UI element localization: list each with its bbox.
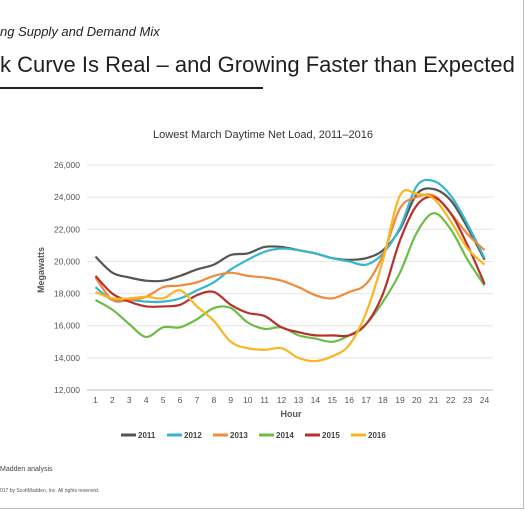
legend-label: 2014 [276,431,294,440]
source-note: Madden analysis [0,466,53,473]
x-tick-label: 9 [228,395,233,405]
series-line-2011 [94,187,486,283]
series-line-2016 [95,188,486,363]
x-tick-label: 6 [178,395,183,405]
x-tick-label: 21 [429,395,439,405]
x-tick-label: 24 [480,395,490,405]
x-tick-label: 7 [195,395,200,405]
y-tick-label: 24,000 [54,192,80,202]
x-tick-label: 8 [212,395,217,405]
y-axis-ticks: 12,000 14,000 16,000 18,000 20,000 22,000 24,0… [54,160,80,395]
legend-label: 2012 [184,431,202,440]
legend-label: 2013 [230,431,248,440]
chart-title: Lowest March Daytime Net Load, 2011–2016 [153,129,373,141]
y-tick-label: 12,000 [54,385,80,395]
y-tick-label: 14,000 [54,353,80,363]
x-tick-label: 3 [127,395,132,405]
x-tick-label: 22 [446,395,456,405]
x-tick-label: 16 [344,395,354,405]
x-tick-label: 19 [395,395,405,405]
x-tick-label: 23 [463,395,473,405]
x-tick-label: 5 [161,395,166,405]
series-line-2013 [94,193,486,303]
x-axis-ticks: 1 2 3 4 5 6 7 8 9 10 11 12 13 14 15 16 17 18 19 20 21 22 23 24 [93,395,489,405]
series-line-2014 [94,212,486,343]
x-tick-label: 15 [328,395,338,405]
y-tick-label: 18,000 [54,289,80,299]
series-line-2012 [94,178,486,304]
series-line-2015 [94,195,486,338]
legend-label: 2016 [368,431,386,440]
x-tick-label: 10 [243,395,253,405]
y-tick-label: 20,000 [54,256,80,266]
y-axis-title: Megawatts [36,247,46,293]
x-tick-label: 20 [412,395,422,405]
x-tick-label: 1 [93,395,98,405]
legend: 2011 2012 2013 2014 2015 2016 [121,431,386,440]
x-axis-title: Hour [281,409,302,419]
y-tick-label: 22,000 [54,224,80,234]
x-tick-label: 4 [144,395,149,405]
headline-underline [0,87,263,89]
slide-headline: k Curve Is Real – and Growing Faster tha… [0,52,515,77]
slide-frame [0,0,524,509]
series-lines [94,178,486,363]
x-tick-label: 11 [260,395,269,405]
x-tick-label: 13 [294,395,304,405]
legend-label: 2011 [138,431,156,440]
y-tick-label: 16,000 [54,321,80,331]
x-tick-label: 18 [378,395,388,405]
copyright-note: 017 by ScottMadden, Inc. All rights rese… [0,488,100,494]
y-tick-label: 26,000 [54,160,80,170]
x-tick-label: 17 [361,395,371,405]
x-tick-label: 14 [311,395,321,405]
x-tick-label: 12 [277,395,287,405]
x-tick-label: 2 [110,395,115,405]
section-label: ng Supply and Demand Mix [0,24,160,39]
legend-label: 2015 [322,431,340,440]
